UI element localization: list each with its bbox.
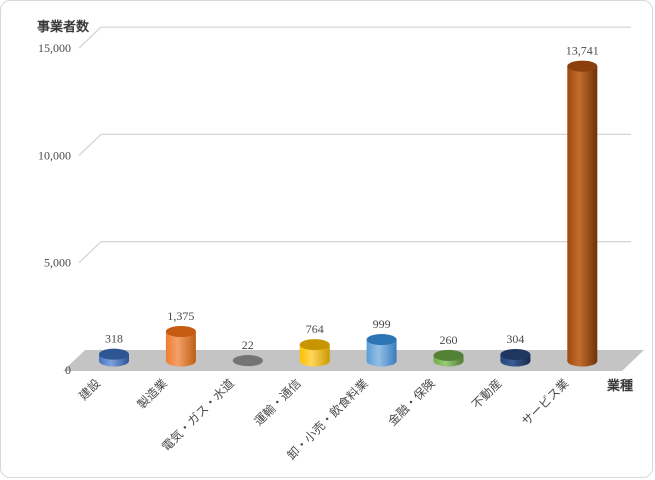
value-label: 304 [506, 332, 524, 346]
cylinder-bar-green [433, 349, 464, 367]
x-category-label: 製造業 [135, 376, 170, 411]
cylinder-bar-brown [567, 60, 598, 367]
tick-labels: 0 5,000 10,000 15,000 [38, 41, 71, 377]
value-label: 1,375 [167, 309, 194, 323]
floor-plane [63, 350, 644, 371]
x-category-label: 運輸・通信 [251, 376, 304, 429]
cylinder-bar-gold [299, 339, 330, 367]
value-label: 22 [242, 338, 254, 352]
data-labels: 318 1,375 22 764 999 260 304 13,741 [105, 44, 599, 352]
cylinder-top [232, 355, 263, 367]
x-category-label: 不動産 [468, 376, 504, 412]
cylinder-bar-navy [500, 348, 531, 367]
value-label: 999 [373, 317, 391, 331]
chart-floor [63, 350, 644, 371]
value-label: 13,741 [566, 44, 599, 58]
y-tick-label: 15,000 [38, 41, 71, 55]
cylinder-top [500, 348, 531, 360]
gridline-depth-connector [78, 26, 102, 49]
cylinder-bar-light-blue [366, 334, 397, 367]
value-label: 318 [105, 332, 123, 346]
cylinder-top [433, 349, 464, 361]
bars [99, 60, 598, 367]
cylinder-top [99, 348, 129, 360]
cylinder-body [366, 339, 397, 361]
x-category-label: 建設 [76, 376, 104, 404]
cylinder-body [567, 66, 598, 362]
y-tick-label: 10,000 [38, 148, 71, 162]
gridlines [78, 26, 631, 371]
value-label: 764 [306, 322, 324, 336]
x-axis-title: 業種 [606, 378, 633, 393]
y-tick-label: 0 [65, 363, 71, 377]
cylinder-top [366, 334, 397, 346]
gridline-depth-connector [78, 241, 102, 264]
y-axis-title: 事業者数 [37, 19, 90, 34]
x-category-label: 金融・保険 [385, 376, 438, 429]
x-category-label: サービス業 [519, 376, 571, 428]
cylinder-bar-orange [165, 325, 196, 367]
gridline-depth-connector [78, 133, 102, 156]
cylinder-top [567, 60, 598, 72]
x-category-label: 電気・ガス・水道 [158, 376, 236, 454]
value-label: 260 [440, 333, 458, 347]
cylinder-bar-blue [99, 348, 129, 367]
cylinder-top [299, 339, 330, 351]
cylinder-top [165, 325, 196, 337]
cylinder-bar-gray [232, 355, 263, 367]
y-tick-label: 5,000 [44, 256, 71, 270]
